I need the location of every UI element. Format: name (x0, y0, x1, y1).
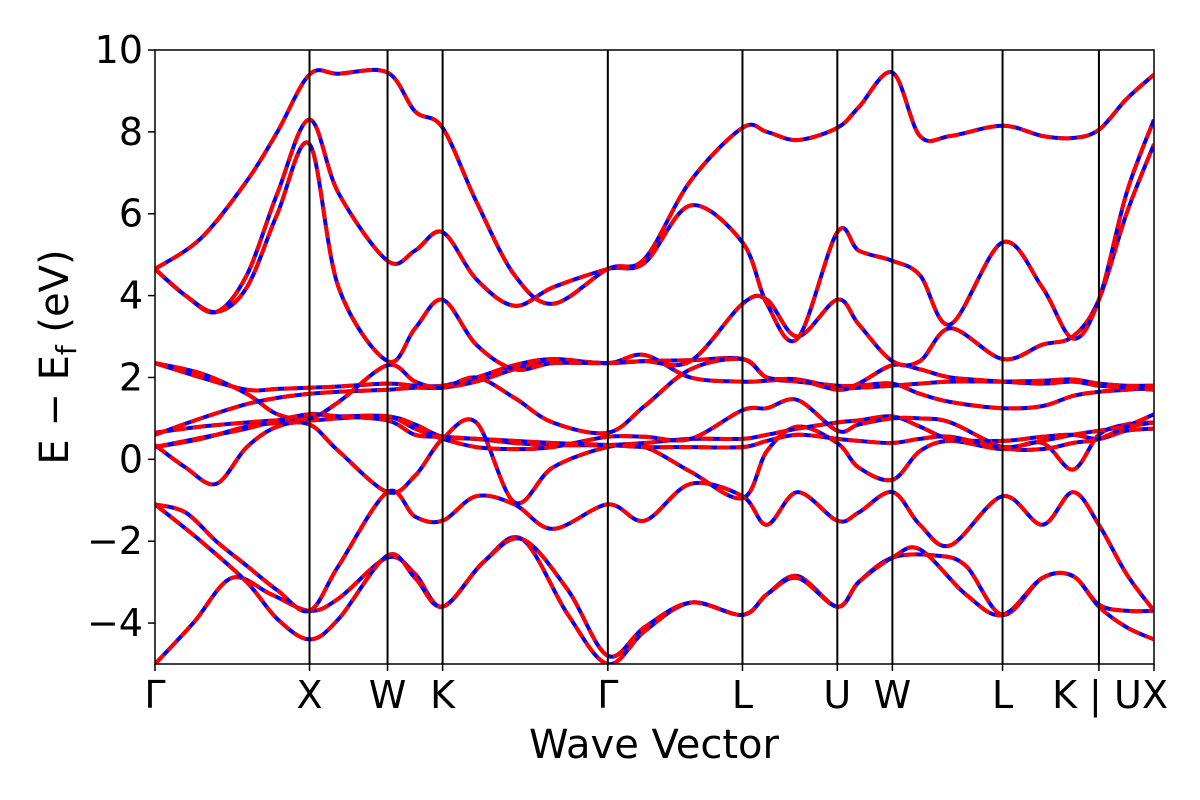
band-1-solid (155, 535, 1154, 664)
plot-frame (154, 49, 1155, 665)
y-axis-label-sub: f (50, 344, 83, 355)
band-2-solid (155, 502, 1154, 659)
x-tick-label-11: X (1142, 673, 1168, 717)
y-axis-ticks: −4 −2 0 2 4 6 8 10 (87, 28, 155, 645)
band-4-dashed (155, 417, 1154, 506)
band-12-solid (155, 67, 1154, 306)
y-tick-label-8: 10 (95, 28, 143, 72)
y-tick-label-5: 4 (119, 274, 143, 318)
x-axis-label: Wave Vector (529, 722, 780, 768)
band-10-dashed (155, 140, 1154, 372)
high-symmetry-lines (308, 50, 1100, 664)
y-tick-label-7: 8 (119, 110, 143, 154)
x-tick-label-3: W (369, 673, 407, 717)
band-4-solid (155, 417, 1154, 506)
band-2-dashed (155, 502, 1154, 659)
band-1-dashed (155, 535, 1154, 664)
y-tick-label-3: 0 (119, 437, 143, 481)
band-10-solid (155, 140, 1154, 372)
y-tick-label-2: −2 (87, 519, 143, 563)
y-axis-label-main: E − E (32, 355, 78, 465)
x-tick-label-6: L (732, 673, 753, 717)
band-3-dashed (155, 480, 1154, 614)
y-tick-label-4: 2 (119, 355, 143, 399)
y-tick-label-1: −4 (87, 601, 143, 645)
x-tick-label-5: Γ (597, 673, 618, 717)
band-lines (155, 67, 1154, 664)
band-11-solid (155, 117, 1154, 344)
band-7-dashed (155, 355, 1154, 437)
x-tick-label-4: K (430, 673, 456, 717)
band-12-dashed (155, 67, 1154, 306)
band-9-dashed (155, 356, 1154, 436)
band-13-dashed (155, 412, 1154, 450)
x-tick-label-8: W (874, 673, 912, 717)
band-3-solid (155, 480, 1154, 614)
x-tick-label-2: X (296, 673, 322, 717)
y-axis-label: E − Ef (eV) (32, 249, 83, 464)
x-tick-label-10: K | U (1052, 673, 1142, 718)
y-axis-label-unit: (eV) (32, 249, 78, 345)
y-tick-label-6: 6 (119, 192, 143, 236)
x-tick-label-9: L (992, 673, 1013, 717)
x-tick-label-7: U (823, 673, 851, 717)
x-tick-label-1: Γ (144, 673, 165, 717)
band-11-dashed (155, 117, 1154, 344)
